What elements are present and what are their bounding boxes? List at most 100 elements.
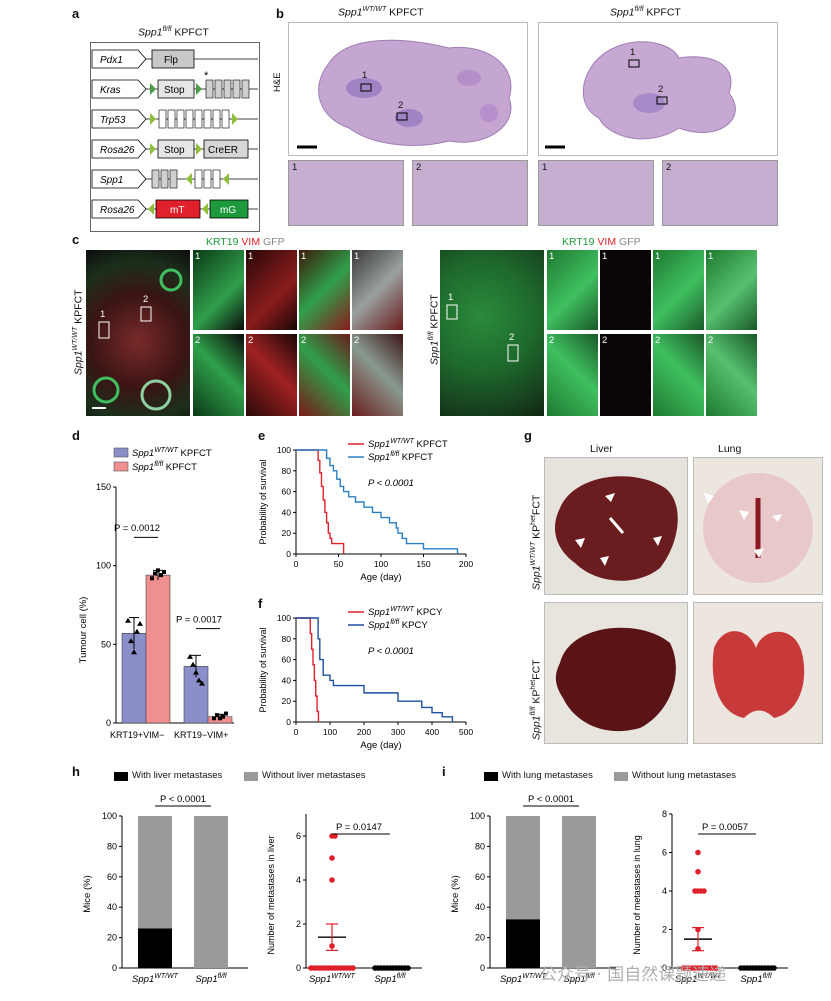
construct-frame	[90, 42, 260, 232]
exon-box	[158, 109, 167, 129]
data-point	[131, 649, 137, 655]
x-tick-label: 500	[459, 727, 473, 737]
flp-box	[151, 49, 195, 69]
legend-gene: Spp1	[132, 462, 154, 473]
x-tick-label: 200	[459, 559, 473, 569]
data-point	[692, 888, 698, 894]
legend-sup: fl/fl	[154, 461, 163, 468]
panel-e-label: e	[258, 428, 266, 443]
tile-label: 2	[301, 335, 307, 346]
frt-site	[196, 83, 202, 95]
promoter-arrow	[91, 49, 147, 69]
he-box-1-label: 1	[362, 70, 368, 81]
stain-vim: VIM	[597, 236, 617, 248]
lung-fl-art	[712, 631, 805, 718]
y-tick-label: 60	[475, 872, 485, 882]
gene-sup: fl/fl	[428, 331, 435, 341]
data-point	[193, 669, 199, 675]
stop-box	[157, 139, 195, 159]
exon-box	[205, 79, 214, 99]
legend-entry: Spp1fl/fl KPFCT	[368, 451, 433, 463]
y-tick-label: 0	[286, 717, 291, 727]
panel-c-left-side-label: Spp1WT/WT KPFCT	[72, 289, 85, 375]
y-tick-label: 2	[296, 919, 301, 929]
data-point	[199, 680, 205, 686]
x-sup: WT/WT	[697, 973, 721, 980]
creer-box	[203, 139, 249, 159]
mg-box	[209, 199, 249, 219]
watermark: 公众号 · 国自然课题速递	[540, 965, 727, 985]
y-tick-label: 40	[282, 675, 292, 685]
panel-i-label: i	[442, 764, 446, 779]
data-point	[372, 965, 378, 971]
y-tick-label: 80	[282, 634, 292, 644]
x-tick-label: 0	[294, 727, 299, 737]
data-point	[308, 965, 314, 971]
data-point	[680, 965, 686, 971]
x-axis-label: Age (day)	[360, 740, 401, 751]
p-value-1: P = 0.0012	[114, 523, 160, 534]
tile-label: 2	[708, 335, 714, 346]
y-tick-label: 0	[112, 963, 117, 973]
data-point	[125, 617, 131, 623]
gene-name: Spp1	[530, 715, 543, 740]
y-tick-label: 100	[277, 445, 291, 455]
data-point	[212, 716, 216, 721]
legend-entry: Spp1WT/WT KPCY	[368, 606, 443, 618]
exon-box	[169, 169, 178, 189]
row-mid: KP	[530, 524, 543, 542]
he-section-fl: 1 2	[538, 22, 778, 156]
g-row1-label: Spp1WT/WT KPhetFCT	[530, 495, 543, 590]
photo-lung-fl	[693, 602, 823, 744]
legend-rest: KPCY	[399, 620, 428, 631]
tile-label: 2	[195, 335, 201, 346]
if-tile-fl-1-merge: 1	[653, 250, 704, 330]
tile-label: 1	[354, 251, 360, 262]
x-category: KRT19+VIM−	[110, 730, 164, 740]
x-category: Spp1WT/WT	[500, 973, 547, 985]
data-point	[187, 653, 193, 659]
y-tick-label: 4	[662, 886, 667, 896]
legend-without-lung: Without lung metastases	[632, 770, 737, 781]
row-sup2: het	[530, 679, 537, 690]
if-tile-fl-2-vim: 2	[600, 334, 651, 416]
exon-box	[221, 109, 230, 129]
exon-box	[176, 109, 185, 129]
x-gene: Spp1	[563, 974, 585, 985]
survival-curve	[296, 449, 345, 554]
legend-sup: WT/WT	[154, 447, 178, 454]
tile-label: 1	[602, 251, 608, 262]
if-tile-wt-2-gfp: 2	[352, 334, 403, 416]
data-point	[137, 620, 143, 626]
legend-rest: KPFCT	[399, 452, 433, 463]
loxp-site	[223, 173, 229, 185]
stain-legend-right: KRT19 VIM GFP	[562, 236, 641, 248]
gene-label: Spp1	[100, 175, 123, 186]
row-mid: KP	[530, 689, 543, 707]
exon-box	[151, 169, 160, 189]
mt-label: mT	[170, 205, 184, 216]
title-rest: KPFCT	[643, 6, 681, 19]
panel-a-title: Spp1fl/fl KPFCT	[138, 26, 209, 39]
legend-gene: Spp1	[368, 439, 390, 450]
y-tick-label: 0	[480, 963, 485, 973]
data-point	[329, 877, 335, 883]
exon-box	[212, 109, 221, 129]
inset-label: 2	[666, 162, 672, 173]
panel-c-right-side-label: Spp1fl/fl KPFCT	[428, 294, 441, 365]
gene-name: Spp1	[428, 340, 441, 365]
g-row2-label: Spp1fl/fl KPhetFCT	[530, 659, 543, 740]
flp-label: Flp	[164, 55, 178, 66]
gene-label: Pdx1	[100, 55, 123, 66]
col-lung: Lung	[718, 443, 742, 455]
he-label: H&E	[272, 72, 283, 92]
lung-wt-art	[703, 473, 813, 583]
x-sup: fl/fl	[763, 973, 772, 980]
loxp-site	[148, 203, 154, 215]
col-liver: Liver	[590, 443, 613, 455]
x-sup: fl/fl	[586, 973, 595, 980]
bar-with	[138, 928, 172, 968]
x-sup: WT/WT	[331, 973, 355, 980]
y-tick-label: 0	[286, 549, 291, 559]
